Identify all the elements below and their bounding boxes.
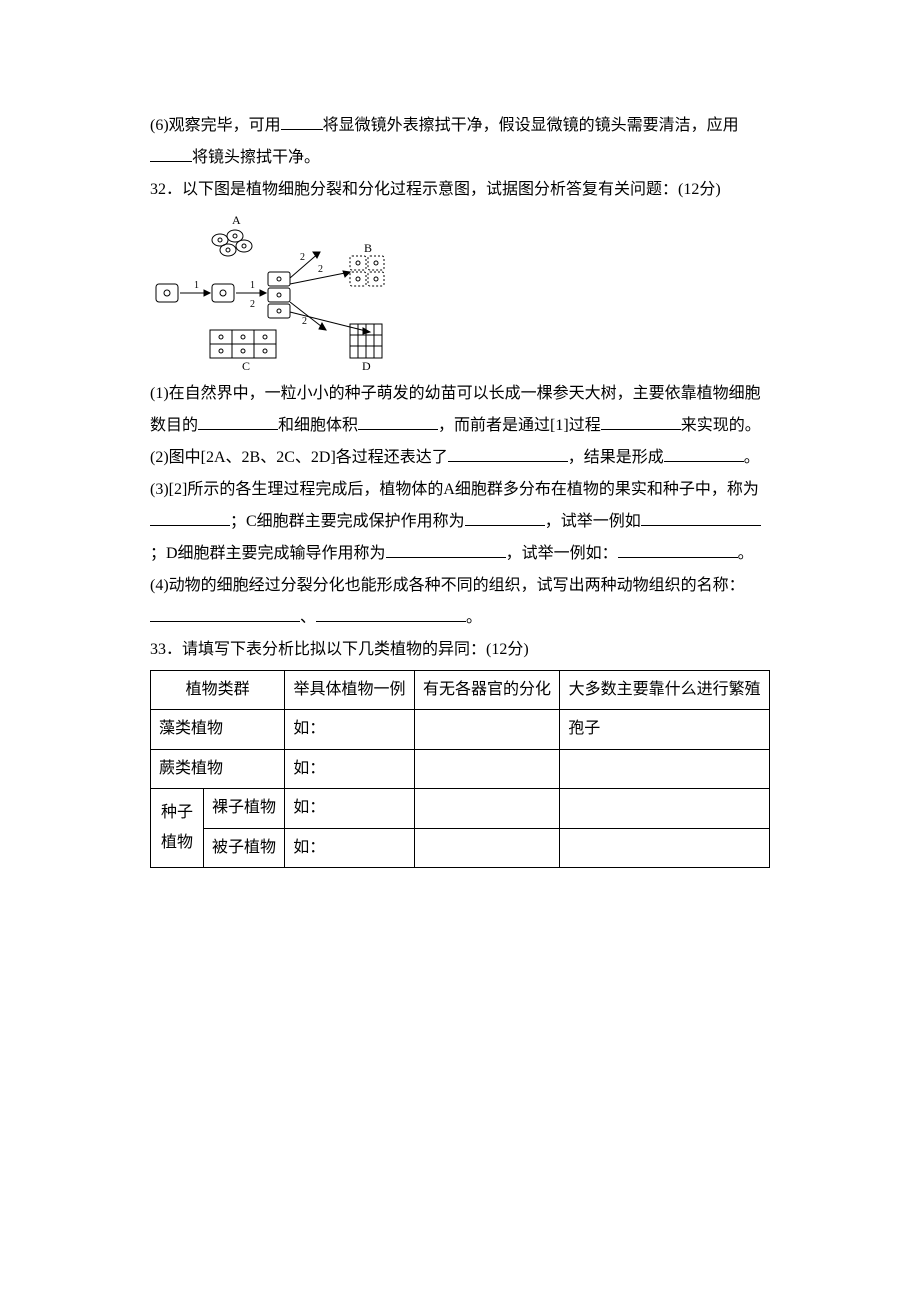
q32-p3-blank2 <box>465 507 545 526</box>
cell <box>414 828 560 867</box>
cell <box>414 789 560 828</box>
q32-p3-c: ，试举一例如 <box>545 513 641 530</box>
q32-p3-blank4 <box>386 539 506 558</box>
cell-gymno: 裸子植物 <box>204 789 285 828</box>
svg-text:2: 2 <box>318 264 323 275</box>
q32-p3-b: ；C细胞群主要完成保护作用称为 <box>230 513 465 530</box>
q32-p4-blank1 <box>150 603 300 622</box>
q32-p2-blank1 <box>448 443 568 462</box>
cell <box>414 749 560 788</box>
q32-figure: 1 1 2 2 2 2 <box>150 212 410 372</box>
svg-text:C: C <box>242 359 250 372</box>
svg-text:D: D <box>362 359 371 372</box>
q32-p4-a: (4)动物的细胞经过分裂分化也能形成各种不同的组织，试写出两种动物组织的名称： <box>150 577 745 594</box>
q32-p2-b: ，结果是形成 <box>568 449 664 466</box>
table-row: 藻类植物 如： 孢子 <box>151 710 770 749</box>
svg-text:1: 1 <box>194 280 199 291</box>
document-page: (6)观察完毕，可用 将显微镜外表擦拭干净，假设显微镜的镜头需要清洁，应用将镜头擦… <box>0 0 920 1302</box>
th-col2: 举具体植物一例 <box>285 671 414 710</box>
cell: 孢子 <box>560 710 770 749</box>
svg-text:2: 2 <box>250 299 255 310</box>
table-row: 种子植物 裸子植物 如： <box>151 789 770 828</box>
q32-p2-blank2 <box>664 443 744 462</box>
q32-p1-blank1 <box>198 411 278 430</box>
q32-p4-sep: 、 <box>300 609 316 626</box>
table-header-row: 植物类群 举具体植物一例 有无各器官的分化 大多数主要靠什么进行繁殖 <box>151 671 770 710</box>
q32-p3-blank3 <box>641 507 761 526</box>
q32-p3-f: 。 <box>738 545 754 562</box>
q6-blank-1 <box>281 111 323 130</box>
cell-diagram-svg: 1 1 2 2 2 2 <box>150 212 410 372</box>
cell: 如： <box>285 749 414 788</box>
q32-p2: (2)图中[2A、2B、2C、2D]各过程还表达了 ，结果是形成 。 <box>150 442 770 474</box>
svg-text:A: A <box>232 213 241 227</box>
q32-p4-b: 。 <box>466 609 482 626</box>
q32-p3-a: (3)[2]所示的各生理过程完成后，植物体的A细胞群多分布在植物的果实和种子中，… <box>150 481 759 498</box>
cell-algae: 藻类植物 <box>151 710 285 749</box>
q32-p1-d: 来实现的。 <box>681 417 761 434</box>
cell <box>560 789 770 828</box>
q32-p1: (1)在自然界中，一粒小小的种子萌发的幼苗可以长成一棵参天大树，主要依靠植物细胞… <box>150 378 770 442</box>
q6-line: (6)观察完毕，可用 将显微镜外表擦拭干净，假设显微镜的镜头需要清洁，应用将镜头擦… <box>150 110 770 174</box>
q32-p3-d: ；D细胞群主要完成输导作用称为 <box>150 545 386 562</box>
q6-text-b: 将显微镜外表擦拭干净，假设显微镜的镜头需要清洁，应用 <box>323 117 739 134</box>
cell: 如： <box>285 710 414 749</box>
q6-text-c: 将镜头擦拭干净。 <box>192 149 320 166</box>
q32-p3-e: ，试举一例如： <box>506 545 618 562</box>
q33-table: 植物类群 举具体植物一例 有无各器官的分化 大多数主要靠什么进行繁殖 藻类植物 … <box>150 670 770 868</box>
cell-seed-group: 种子植物 <box>151 789 204 868</box>
q32-p4: (4)动物的细胞经过分裂分化也能形成各种不同的组织，试写出两种动物组织的名称： 、… <box>150 570 770 634</box>
q32-p3-blank5 <box>618 539 738 558</box>
q32-p1-blank3 <box>601 411 681 430</box>
q32-p1-b: 和细胞体积 <box>278 417 358 434</box>
cell <box>414 710 560 749</box>
table-row: 被子植物 如： <box>151 828 770 867</box>
q32-p4-blank2 <box>316 603 466 622</box>
th-col3: 有无各器官的分化 <box>414 671 560 710</box>
q32-p3: (3)[2]所示的各生理过程完成后，植物体的A细胞群多分布在植物的果实和种子中，… <box>150 474 770 570</box>
q33-heading: 33．请填写下表分析比拟以下几类植物的异同：(12分) <box>150 634 770 666</box>
cell <box>560 828 770 867</box>
cell: 如： <box>285 789 414 828</box>
svg-text:B: B <box>364 241 372 255</box>
table-row: 蕨类植物 如： <box>151 749 770 788</box>
cell <box>560 749 770 788</box>
q32-p1-c: ，而前者是通过[1]过程 <box>438 417 601 434</box>
th-col4: 大多数主要靠什么进行繁殖 <box>560 671 770 710</box>
cell: 如： <box>285 828 414 867</box>
q32-p1-blank2 <box>358 411 438 430</box>
th-col1: 植物类群 <box>151 671 285 710</box>
q6-blank-2 <box>150 143 192 162</box>
q32-p2-c: 。 <box>744 449 760 466</box>
q6-text-a: (6)观察完毕，可用 <box>150 117 281 134</box>
svg-text:2: 2 <box>302 316 307 327</box>
svg-text:1: 1 <box>250 280 255 291</box>
cell-fern: 蕨类植物 <box>151 749 285 788</box>
svg-text:2: 2 <box>300 252 305 263</box>
q32-p3-blank1 <box>150 507 230 526</box>
cell-angio: 被子植物 <box>204 828 285 867</box>
q32-heading: 32．以下图是植物细胞分裂和分化过程示意图，试据图分析答复有关问题：(12分) <box>150 174 770 206</box>
q32-p2-a: (2)图中[2A、2B、2C、2D]各过程还表达了 <box>150 449 448 466</box>
